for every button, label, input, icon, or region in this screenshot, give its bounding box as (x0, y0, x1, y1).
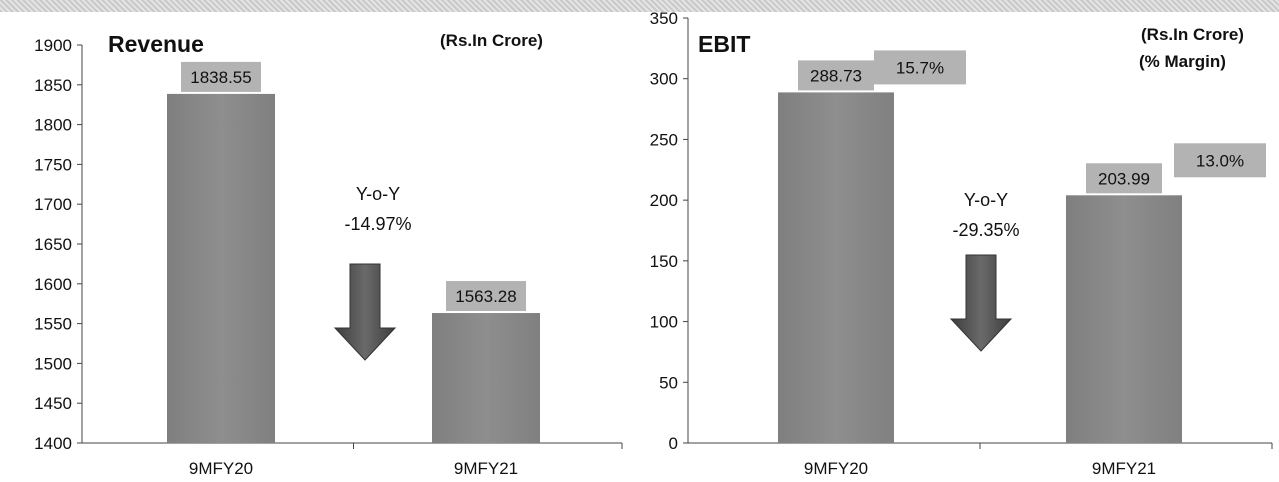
y-tick-label: 0 (669, 434, 678, 453)
data-label-box (1086, 163, 1162, 194)
revenue-down-arrow-icon (333, 263, 397, 361)
y-tick-label: 1900 (34, 36, 72, 55)
data-label: 1838.55 (190, 68, 251, 87)
ebit-down-arrow-icon (949, 254, 1013, 352)
ebit-yoy-value: -29.35% (952, 220, 1019, 240)
bar (1066, 195, 1182, 443)
y-tick-label: 1850 (34, 76, 72, 95)
x-category-label: 9MFY21 (1092, 459, 1156, 478)
y-tick-label: 200 (650, 191, 678, 210)
margin-label-box (874, 50, 966, 85)
ebit-yoy-label: Y-o-Y (964, 190, 1008, 210)
data-label: 203.99 (1098, 169, 1150, 188)
data-label-box (181, 61, 261, 92)
revenue-axes: 1400 1450 1500 1550 1600 1650 1700 1750 1800 1850… (34, 36, 623, 478)
x-category-label: 9MFY21 (454, 459, 518, 478)
ebit-axes: 0 50 100 150 200 250 300 350 9MFY20 9MFY21 (650, 9, 1273, 478)
margin-label-box (1174, 143, 1266, 178)
ebit-chart-title: EBIT (698, 31, 750, 57)
x-category-label: 9MFY20 (189, 459, 253, 478)
data-label: 288.73 (810, 66, 862, 85)
margin-label: 13.0% (1196, 151, 1244, 170)
y-tick-label: 300 (650, 70, 678, 89)
x-category-label: 9MFY20 (804, 459, 868, 478)
revenue-yoy-value: -14.97% (344, 214, 411, 234)
y-tick-label: 1400 (34, 434, 72, 453)
revenue-chart: 1400 1450 1500 1550 1600 1650 1700 1750 1800 1850… (34, 31, 623, 478)
y-tick-label: 1750 (34, 155, 72, 174)
y-tick-label: 1550 (34, 315, 72, 334)
revenue-yoy-label: Y-o-Y (356, 184, 400, 204)
bar (432, 313, 540, 443)
y-tick-label: 1600 (34, 275, 72, 294)
revenue-unit-note: (Rs.In Crore) (440, 31, 543, 50)
margin-label: 15.7% (896, 58, 944, 77)
y-tick-label: 1450 (34, 394, 72, 413)
y-tick-label: 350 (650, 9, 678, 28)
y-tick-label: 250 (650, 130, 678, 149)
y-tick-label: 1650 (34, 235, 72, 254)
ebit-unit-note: (Rs.In Crore) (1141, 25, 1244, 44)
y-tick-label: 1700 (34, 195, 72, 214)
y-tick-label: 1500 (34, 354, 72, 373)
y-tick-label: 100 (650, 313, 678, 332)
data-label: 1563.28 (455, 287, 516, 306)
ebit-margin-note: (% Margin) (1139, 52, 1226, 71)
ebit-chart: 0 50 100 150 200 250 300 350 9MFY20 9MFY21 288.73… (650, 9, 1273, 478)
top-texture-band (0, 0, 1279, 12)
y-tick-label: 150 (650, 252, 678, 271)
y-tick-label: 1800 (34, 116, 72, 135)
revenue-bars: 1838.55 1563.28 (167, 61, 540, 444)
bar (167, 93, 275, 444)
revenue-chart-title: Revenue (108, 31, 204, 57)
ebit-bars: 288.73 15.7% 203.99 13.0% (778, 50, 1266, 443)
y-tick-label: 50 (659, 373, 678, 392)
data-label-box (798, 60, 874, 91)
data-label-box (446, 281, 526, 312)
bar (778, 92, 894, 443)
